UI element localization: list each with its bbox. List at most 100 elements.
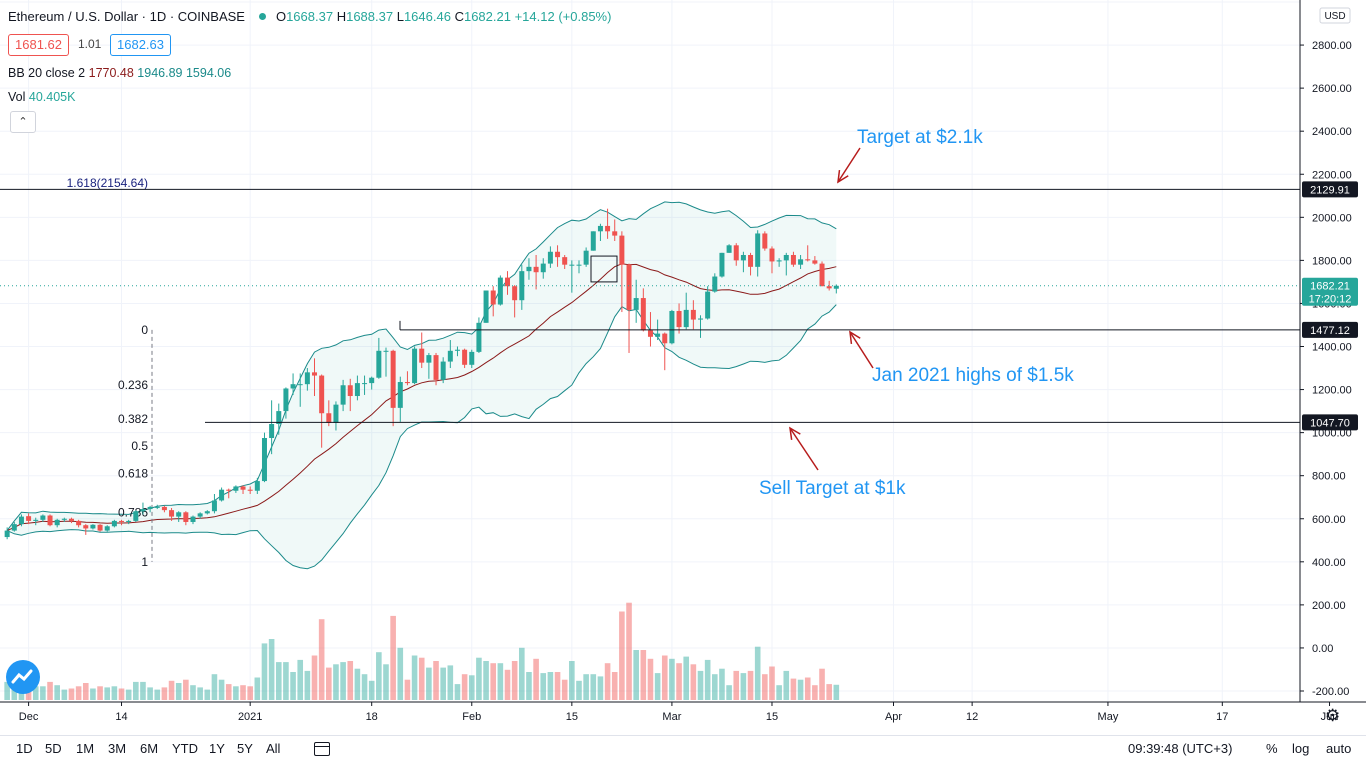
candle-body (505, 277, 511, 287)
candle-body (190, 516, 196, 522)
log-toggle[interactable]: log (1292, 741, 1310, 756)
volume-bar (554, 672, 561, 700)
tradingview-logo-icon[interactable] (6, 660, 40, 694)
volume-bar (318, 619, 325, 700)
candle-body (447, 350, 453, 362)
timeframe-6m[interactable]: 6M (140, 741, 159, 756)
candle-body (669, 310, 675, 344)
volume-bar (712, 674, 718, 700)
symbol-title[interactable]: Ethereum / U.S. Dollar · 1D · COINBASE (8, 9, 245, 24)
candle-body (547, 251, 553, 264)
candle-body (312, 372, 318, 376)
volume-bar (225, 684, 232, 700)
currency-label: USD (1324, 11, 1345, 22)
bollinger-legend[interactable]: BB 20 close 2 1770.48 1946.89 1594.06 (8, 66, 231, 80)
time-tick-label: Mar (662, 711, 681, 723)
time-tick-label: Apr (885, 711, 902, 723)
percent-toggle[interactable]: % (1266, 741, 1278, 756)
volume-bars (4, 602, 840, 700)
candle-body (605, 225, 611, 232)
settings-gear-icon[interactable]: ⚙ (1325, 706, 1341, 725)
price-tick-label: 1400.00 (1312, 342, 1352, 354)
volume-bar (368, 680, 375, 700)
candle-body (826, 286, 832, 289)
timeframe-1y[interactable]: 1Y (209, 741, 225, 756)
candle-body (4, 530, 10, 538)
candle-body (805, 259, 811, 261)
fibonacci-retracement: 0 0.236 0.382 0.5 0.618 0.786 1 1.618(2154.64) (67, 176, 153, 569)
fib-level-label: 0.786 (118, 506, 148, 520)
candle-body (655, 333, 661, 337)
level-axis-label: 2129.91 (1310, 184, 1350, 196)
candle-body (269, 424, 275, 439)
volume-bar (619, 611, 625, 700)
highlight-box (590, 255, 618, 283)
volume-bar (704, 659, 711, 700)
candle-body (390, 350, 396, 408)
candle-body (233, 486, 239, 491)
time-tick-label: Jun (1321, 711, 1339, 723)
market-status-dot (258, 13, 266, 20)
candle-body (340, 385, 346, 405)
volume-bar (819, 668, 825, 700)
timeframe-1m[interactable]: 1M (76, 741, 95, 756)
volume-bar (719, 668, 725, 700)
candle-body (519, 271, 525, 301)
volume-bar (447, 665, 454, 700)
volume-bar (411, 655, 418, 700)
timeframe-3m[interactable]: 3M (108, 741, 127, 756)
candle-body (333, 404, 339, 423)
candle-body (347, 385, 353, 397)
timeframe-ytd[interactable]: YTD (172, 741, 198, 756)
timeframe-1d[interactable]: 1D (16, 741, 33, 756)
volume-bar (440, 667, 446, 700)
bb-label: BB 20 close 2 (8, 66, 86, 80)
volume-legend[interactable]: Vol 40.405K (8, 90, 75, 104)
candle-body (161, 506, 167, 511)
price-chart[interactable]: 00.2360.3820.50.6180.78611.618(2154.64) … (0, 0, 1366, 735)
volume-bar (168, 680, 175, 700)
sell-button[interactable]: 1681.62 (8, 34, 69, 56)
candle-body (68, 518, 74, 521)
candle-body (183, 512, 189, 522)
price-tick-label: 1200.00 (1312, 385, 1352, 397)
candle-body (833, 285, 839, 289)
candle-body (590, 231, 596, 251)
candle-body (111, 520, 117, 527)
candle-body (376, 350, 382, 378)
volume-bar (497, 663, 504, 700)
auto-toggle[interactable]: auto (1326, 741, 1352, 756)
volume-bar (268, 639, 275, 700)
volume-bar (240, 685, 246, 700)
calendar-icon[interactable] (314, 742, 330, 756)
volume-bar (433, 661, 439, 700)
ohlc-h-label: H (336, 9, 347, 24)
candle-body (597, 225, 603, 232)
price-tick-label: 2200.00 (1312, 169, 1352, 181)
annotation-jan-highs: Jan 2021 highs of $1.5k (872, 365, 1074, 386)
bottom-toolbar (0, 735, 1366, 769)
volume-bar (526, 672, 532, 700)
buy-button[interactable]: 1682.63 (110, 34, 171, 56)
candle-body (533, 266, 539, 273)
chevron-up-icon[interactable]: ⌃ (10, 111, 36, 133)
vol-label: Vol (8, 90, 26, 104)
candle-body (798, 259, 804, 265)
timeframe-5y[interactable]: 5Y (237, 741, 253, 756)
volume-bar (676, 663, 682, 700)
price-tick-label: 600.00 (1312, 514, 1346, 526)
volume-bar (333, 664, 339, 700)
timeframe-5d[interactable]: 5D (45, 741, 62, 756)
price-tick-label: 200.00 (1312, 600, 1346, 612)
price-tick-label: 2000.00 (1312, 212, 1352, 224)
clock-readout[interactable]: 09:39:48 (UTC+3) (1128, 741, 1233, 756)
fib-level-label: 0.382 (118, 412, 148, 426)
price-tick-label: 800.00 (1312, 471, 1346, 483)
timeframe-all[interactable]: All (266, 741, 281, 756)
candle-body (426, 355, 432, 363)
volume-bar (61, 689, 68, 700)
volume-bar (561, 679, 568, 700)
volume-bar (597, 676, 604, 700)
volume-bar (640, 650, 647, 700)
candle-body (512, 286, 518, 301)
